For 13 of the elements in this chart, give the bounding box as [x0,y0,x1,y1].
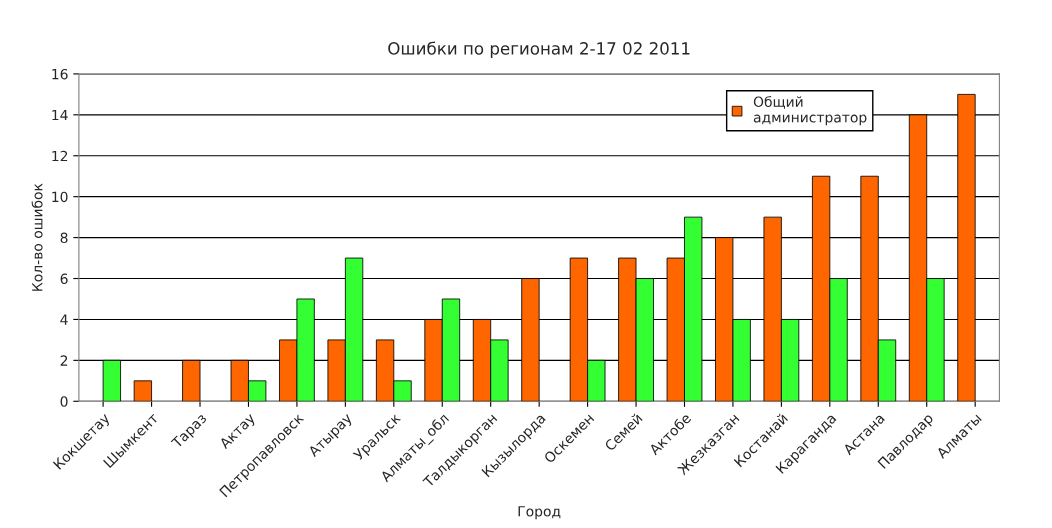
y-tick-label: 4 [60,314,68,325]
y-tick-label: 0 [60,396,68,407]
chart-title: Ошибки по регионам 2-17 02 2011 [388,41,690,58]
y-axis-title: Кол-во ошибок [31,183,43,291]
y-tick-label: 10 [52,191,68,203]
y-tick-label: 14 [52,109,68,121]
y-tick-label: 12 [52,150,68,162]
y-tick-label: 16 [52,68,68,80]
y-tick-label: 6 [60,273,68,284]
y-tick-label: 2 [60,355,68,366]
x-axis-title: Город [518,506,561,520]
legend-label: Общий администратор [753,96,867,126]
y-tick-label: 8 [60,232,68,244]
